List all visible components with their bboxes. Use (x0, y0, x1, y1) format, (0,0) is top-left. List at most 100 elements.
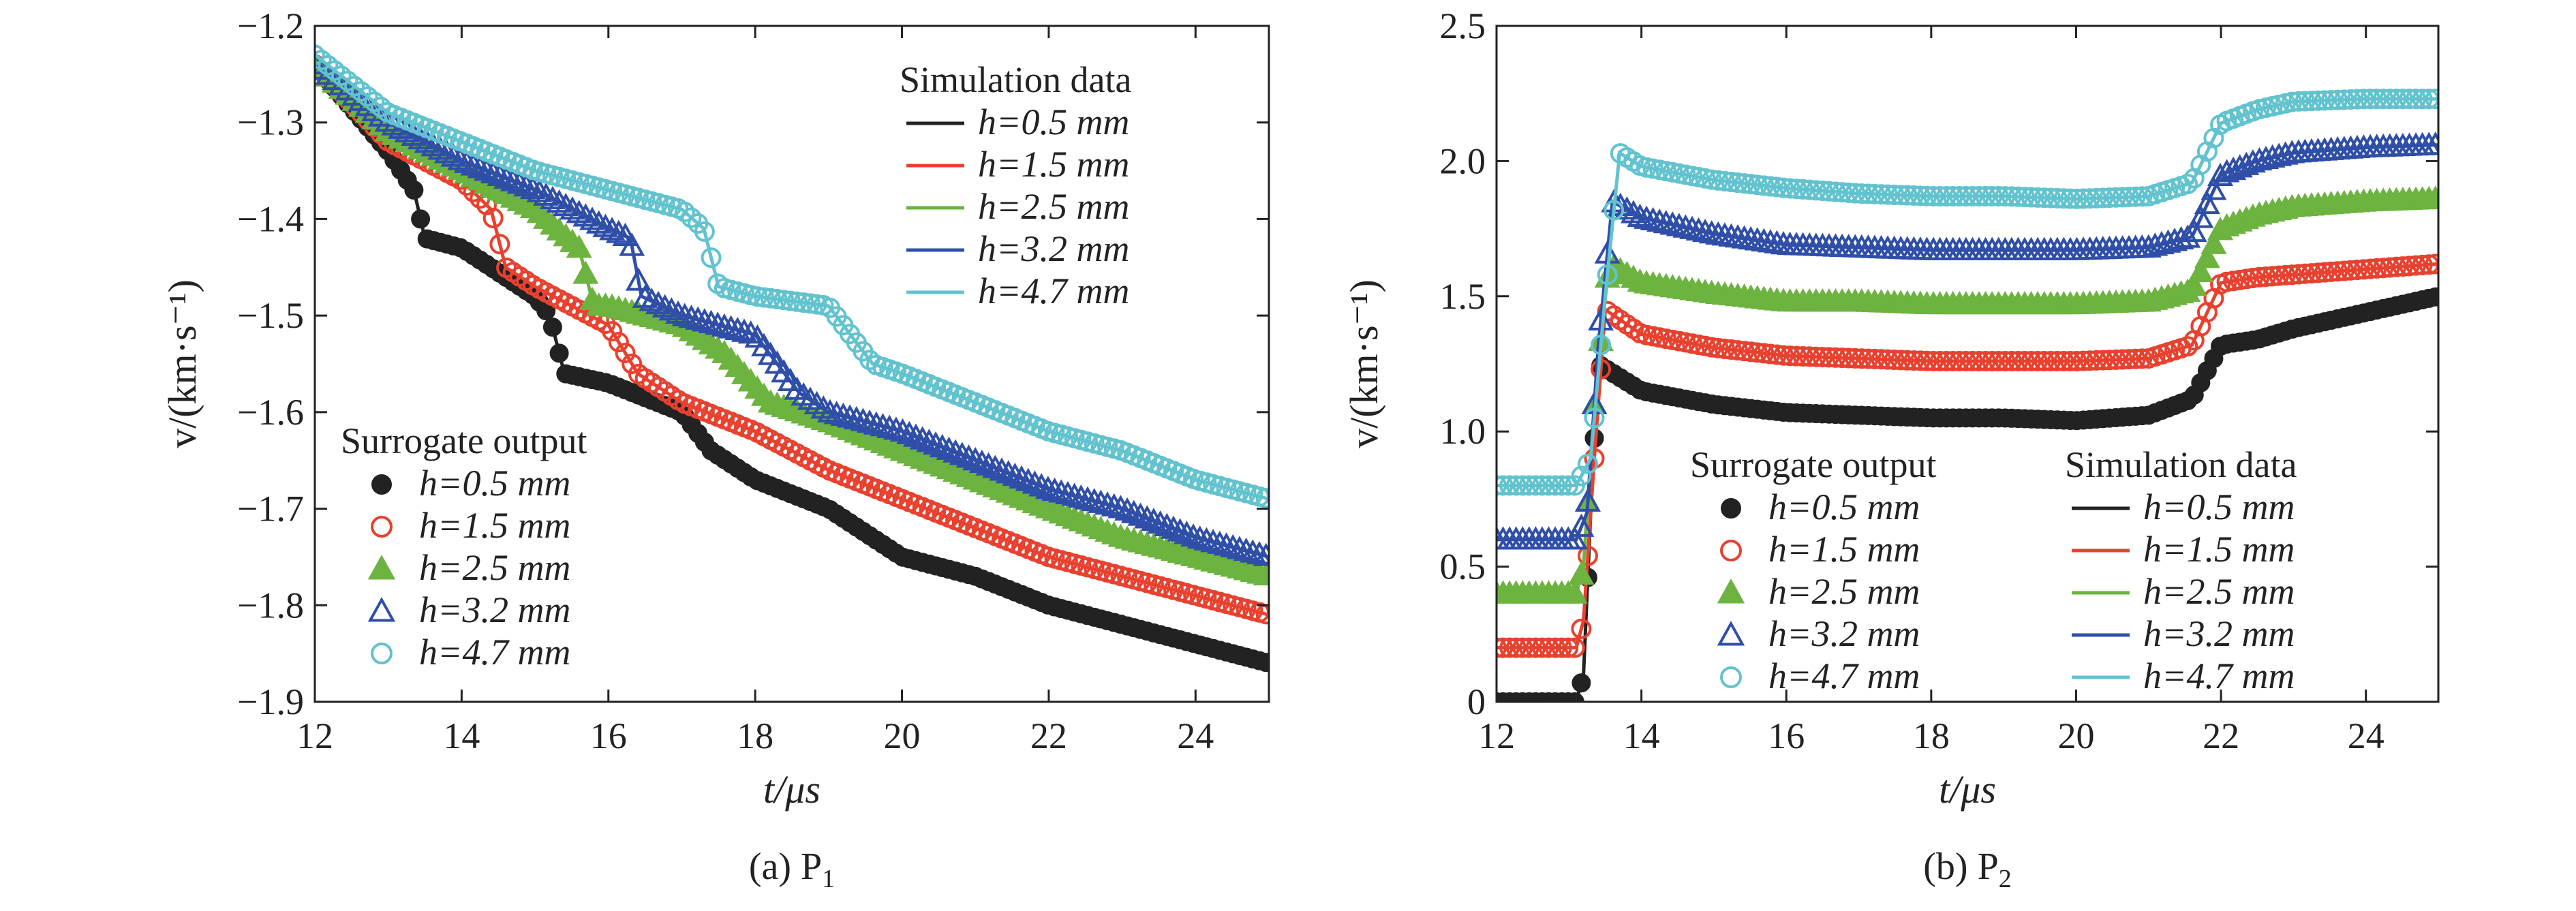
marker-h-3-2-mm (572, 203, 599, 227)
marker-h-3-2-mm (1679, 215, 1706, 239)
marker-h-1-5-mm (2366, 258, 2387, 279)
marker-h-4-7-mm (2399, 89, 2420, 110)
marker-h-3-2-mm (1101, 493, 1127, 516)
marker-h-3-2-mm (883, 416, 909, 440)
marker-h-4-7-mm (2314, 90, 2335, 111)
marker-h-4-7-mm (2046, 187, 2068, 209)
marker-h-3-2-mm (467, 155, 493, 179)
marker-h-4-7-mm (1975, 185, 1996, 206)
marker-h-1-5-mm (1929, 351, 1950, 372)
marker-h-1-5-mm (1741, 341, 1762, 362)
legend-marker-h-0-5-mm (1721, 498, 1741, 519)
marker-h-2-5-mm (1253, 561, 1269, 586)
marker-h-4-7-mm (1760, 176, 1781, 197)
marker-h-4-7-mm (2346, 89, 2367, 110)
legend-entry-h-0-5-mm: h=0.5 mm (978, 102, 1129, 142)
marker-h-4-7-mm (1858, 183, 1879, 204)
marker-h-4-7-mm (2079, 188, 2100, 209)
marker-h-4-7-mm (1910, 185, 1931, 206)
marker-h-3-2-mm (513, 173, 540, 197)
marker-h-3-2-mm (645, 290, 671, 315)
marker-h-3-2-mm (546, 189, 572, 213)
marker-h-4-7-mm (2125, 186, 2146, 207)
marker-h-3-2-mm (909, 426, 936, 450)
legend-marker-h-2-5-mm (367, 555, 396, 580)
marker-h-1-5-mm (1538, 637, 1559, 658)
marker-h-3-2-mm (1226, 536, 1253, 559)
marker-h-1-5-mm (622, 354, 643, 374)
marker-h-2-5-mm (2188, 258, 2214, 282)
marker-h-4-7-mm (1734, 173, 1755, 194)
marker-h-3-2-mm (843, 405, 870, 430)
marker-h-4-7-mm (2282, 91, 2303, 112)
marker-h-1-5-mm (1923, 351, 1944, 372)
marker-h-3-2-mm (1574, 488, 1601, 512)
marker-h-4-7-mm (2412, 89, 2433, 110)
marker-h-4-7-mm (1832, 182, 1853, 203)
marker-h-1-5-mm (2086, 350, 2107, 371)
marker-h-1-5-mm (1962, 351, 1983, 372)
marker-h-1-5-mm (2307, 262, 2329, 283)
marker-h-3-2-mm (1561, 526, 1588, 550)
legend-marker-h-4-7-mm (371, 643, 393, 664)
y-tick-label: −1.3 (237, 102, 304, 143)
x-tick-label: 20 (2057, 715, 2094, 756)
marker-h-1-5-mm (2059, 351, 2081, 372)
marker-h-3-2-mm (1692, 218, 1719, 243)
marker-h-1-5-mm (1571, 618, 1592, 639)
marker-h-3-2-mm (685, 306, 711, 330)
marker-h-4-7-mm (1929, 185, 1950, 206)
marker-h-3-2-mm (1634, 205, 1660, 229)
marker-h-3-2-mm (1685, 217, 1712, 241)
marker-h-1-5-mm (1551, 637, 1572, 658)
marker-h-1-5-mm (1708, 337, 1729, 358)
marker-h-3-2-mm (1088, 489, 1114, 513)
marker-h-4-7-mm (799, 293, 821, 314)
marker-h-1-5-mm (1995, 351, 2016, 372)
y-axis-label: v/(km·s⁻¹) (1342, 279, 1386, 448)
marker-h-3-2-mm (711, 313, 737, 337)
marker-h-3-2-mm (433, 140, 460, 164)
marker-h-3-2-mm (1140, 508, 1167, 531)
marker-h-1-5-mm (2021, 351, 2042, 372)
marker-h-3-2-mm (1041, 477, 1068, 501)
legend-entry-h-1-5-mm: h=1.5 mm (1768, 529, 1920, 570)
legend-entry-h-4-7-mm: h=4.7 mm (2143, 655, 2295, 696)
marker-h-4-7-mm (806, 294, 827, 315)
legend-entry-h-0-5-mm: h=0.5 mm (419, 463, 570, 504)
marker-h-1-5-mm (2119, 349, 2140, 370)
marker-h-4-7-mm (1499, 475, 1520, 496)
marker-h-1-5-mm (2333, 260, 2355, 281)
marker-h-1-5-mm (2425, 253, 2438, 275)
x-tick-label: 12 (1478, 715, 1515, 756)
legend-entry-h-3-2-mm: h=3.2 mm (978, 228, 1129, 269)
marker-h-1-5-mm (1779, 345, 1800, 367)
marker-h-3-2-mm (500, 168, 526, 191)
marker-h-0-5-mm (1256, 653, 1269, 673)
marker-h-3-2-mm (810, 395, 837, 419)
legend-title: Surrogate output (1690, 444, 1936, 485)
marker-h-4-7-mm (1773, 177, 1794, 198)
marker-h-3-2-mm (691, 308, 718, 332)
x-tick-label: 16 (1768, 715, 1805, 756)
legend-marker-h-2-5-mm (1717, 578, 1745, 604)
marker-h-3-2-mm (1015, 467, 1041, 491)
marker-h-1-5-mm (2105, 349, 2126, 370)
marker-h-4-7-mm (1838, 182, 1859, 203)
marker-h-3-2-mm (678, 305, 705, 328)
marker-h-3-2-mm (989, 457, 1015, 481)
marker-h-1-5-mm (1955, 351, 1976, 372)
x-tick-label: 24 (1177, 715, 1214, 756)
marker-h-3-2-mm (995, 460, 1022, 484)
marker-h-4-7-mm (1812, 181, 1833, 202)
marker-h-3-2-mm (665, 300, 692, 324)
y-tick-label: 1.5 (1440, 276, 1486, 317)
legend-marker-h-3-2-mm (1717, 621, 1745, 646)
marker-h-4-7-mm (1497, 475, 1514, 496)
marker-h-3-2-mm (1048, 479, 1075, 503)
marker-h-3-2-mm (1193, 527, 1220, 551)
marker-h-3-2-mm (889, 418, 916, 442)
marker-h-1-5-mm (1805, 346, 1826, 367)
